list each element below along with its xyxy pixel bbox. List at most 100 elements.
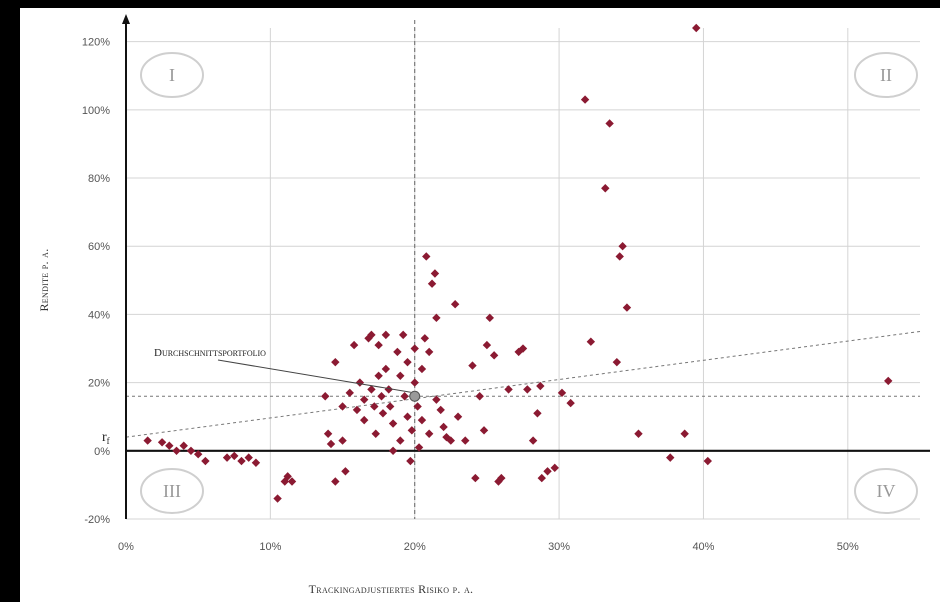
y-tick-label: 0%	[94, 446, 110, 458]
quadrant-circle	[140, 468, 204, 514]
quadrant-label: I	[169, 65, 175, 85]
data-point	[471, 473, 480, 483]
data-point	[605, 119, 614, 128]
data-point	[400, 392, 409, 401]
data-point	[479, 426, 489, 435]
data-point	[612, 357, 622, 367]
x-tick-label: 20%	[404, 541, 426, 553]
quadrant-circle	[140, 52, 204, 98]
data-point	[355, 378, 365, 387]
quadrant-circle	[854, 468, 918, 514]
data-point	[420, 334, 430, 343]
data-point	[436, 405, 445, 415]
data-point	[410, 344, 419, 353]
data-point	[523, 385, 532, 394]
reference-lines	[125, 20, 921, 519]
data-point	[388, 419, 398, 428]
x-tick-label: 40%	[692, 541, 714, 553]
data-point	[432, 313, 441, 323]
data-point	[497, 473, 506, 483]
data-point	[378, 409, 388, 418]
data-point	[537, 473, 546, 483]
data-point	[422, 252, 431, 261]
data-point	[143, 436, 152, 445]
data-point	[482, 340, 492, 350]
data-point	[427, 279, 437, 288]
data-point	[407, 426, 417, 435]
data-point	[692, 23, 701, 33]
data-point	[430, 269, 440, 278]
data-point	[618, 242, 627, 251]
data-point	[406, 456, 415, 466]
data-point	[703, 456, 712, 466]
data-point	[410, 378, 419, 387]
data-point	[518, 344, 528, 353]
data-point	[374, 371, 383, 380]
data-point	[615, 252, 624, 261]
tick-labels: -20% 0% 20% 40% 60% 80% 100% 120% 0% 10% 20% 30% 40%…	[82, 37, 859, 553]
data-point	[360, 395, 369, 404]
data-point	[251, 458, 261, 467]
data-point	[461, 436, 470, 445]
x-axis-title: Trackingadjustiertes Risiko p. a.	[309, 582, 474, 596]
quadrant-circle	[854, 52, 918, 98]
data-point	[283, 472, 292, 481]
data-point	[341, 467, 350, 476]
y-tick-label: 40%	[88, 309, 110, 321]
data-point	[446, 436, 456, 445]
data-point	[377, 392, 386, 401]
grid	[125, 28, 920, 520]
data-point	[550, 463, 559, 473]
data-point	[417, 415, 427, 425]
data-point	[432, 395, 441, 404]
data-point	[237, 456, 246, 466]
data-point	[381, 330, 391, 340]
data-point	[536, 381, 545, 391]
data-point	[403, 412, 412, 421]
data-point	[424, 429, 434, 438]
data-point	[413, 402, 422, 411]
data-point	[417, 364, 427, 374]
data-point	[222, 453, 232, 462]
data-point	[393, 347, 402, 357]
quadrant-label: II	[880, 65, 892, 85]
y-axis-title: Rendite p. a.	[37, 248, 51, 311]
data-point	[489, 351, 499, 360]
y-tick-label: 20%	[88, 378, 110, 390]
data-point	[367, 385, 376, 394]
x-tick-label: 10%	[259, 541, 281, 553]
data-point	[326, 439, 336, 449]
data-point	[557, 388, 567, 398]
data-points	[143, 23, 893, 503]
data-point	[566, 398, 575, 408]
data-point	[370, 402, 379, 411]
data-point	[580, 95, 590, 104]
data-point	[385, 402, 395, 411]
annotation-leader-line	[217, 359, 411, 393]
average-portfolio-marker	[409, 390, 421, 402]
data-point	[201, 456, 210, 466]
data-point	[884, 376, 893, 386]
data-point	[193, 450, 203, 459]
data-point	[475, 392, 484, 401]
data-point	[287, 477, 297, 486]
y-tick-label: -20%	[84, 514, 110, 526]
y-tick-label: 80%	[88, 173, 110, 185]
data-point	[165, 441, 174, 450]
data-point	[634, 429, 643, 438]
average-portfolio-label: Durchschnittsportfolio	[154, 347, 266, 359]
data-point	[244, 453, 253, 462]
data-point	[371, 429, 380, 438]
data-point	[468, 361, 477, 370]
data-point	[414, 443, 424, 452]
data-point	[396, 436, 405, 445]
data-point	[543, 467, 552, 476]
data-point	[601, 184, 610, 193]
data-point	[424, 347, 434, 357]
y-tick-label: 100%	[82, 105, 110, 117]
data-point	[172, 446, 181, 456]
y-tick-label: 60%	[88, 241, 110, 253]
data-point	[388, 446, 398, 456]
data-point	[622, 303, 632, 312]
data-point	[533, 409, 542, 418]
